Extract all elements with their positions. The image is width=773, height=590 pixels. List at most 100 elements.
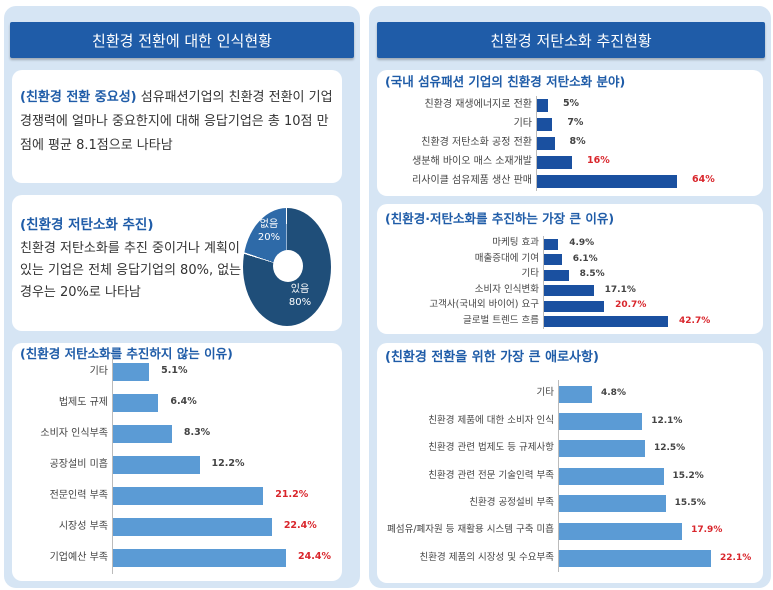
bar-label: 기타	[513, 118, 532, 129]
chart-axis	[543, 236, 544, 330]
bar-label: 공장설비 미흡	[49, 459, 108, 470]
bar-value: 22.1%	[720, 552, 752, 563]
bar-label: 리사이클 섬유제품 생산 판매	[412, 175, 532, 186]
fields-title: (국내 섬유패션 기업의 친환경 저탄소화 분야)	[385, 74, 626, 89]
bar-value: 24.4%	[298, 551, 331, 562]
lowcarbon-text: 친환경 저탄소화를 추진 중이거나 계획이 있는 기업은 전체 응답기업의 80…	[20, 241, 242, 300]
chart-axis	[112, 356, 113, 574]
bar-value: 15.2%	[672, 470, 704, 481]
bar-label: 소비자 인식부족	[40, 428, 108, 439]
donut-label-yes: 있음 80%	[285, 283, 315, 309]
bar	[113, 363, 150, 381]
bar	[544, 300, 605, 312]
difficulties-card	[377, 343, 763, 583]
bar-label: 글로벌 트렌드 흐름	[463, 314, 539, 326]
bar	[113, 549, 286, 567]
bar-label: 친환경 관련 전문 기술인력 부족	[428, 469, 554, 481]
bar-value: 8.5%	[579, 269, 605, 280]
bar	[113, 456, 200, 474]
bar	[559, 385, 592, 403]
donut-label-no: 없음 20%	[254, 218, 284, 244]
bar-value: 4.8%	[601, 388, 626, 399]
bar-label: 폐섬유/폐자원 등 재활용 시스템 구축 미흡	[387, 524, 554, 536]
bar-value: 4.9%	[569, 238, 595, 249]
bar-label: 전문인력 부족	[49, 490, 108, 501]
bar-label: 기타	[521, 268, 539, 280]
bar-label: 매출증대에 기여	[474, 252, 539, 264]
bar-label: 기업예산 부족	[49, 552, 108, 563]
bar-label: 법제도 규제	[58, 397, 108, 408]
bar	[537, 136, 555, 150]
importance-text: (친환경 전환 중요성) 섬유패션기업의 친환경 전환이 기업경쟁력에 얼마나 …	[20, 86, 340, 158]
bar-label: 친환경 저탄소화 공정 전환	[421, 137, 532, 148]
bar-value: 12.2%	[211, 458, 245, 469]
donut-hole	[273, 250, 303, 282]
bar-value: 17.9%	[691, 525, 723, 536]
bar	[537, 174, 677, 188]
bar	[537, 98, 548, 112]
bar-value: 7%	[567, 117, 584, 128]
bar-value: 5.1%	[161, 365, 188, 376]
bar-label: 친환경 재생에너지로 전환	[424, 99, 532, 110]
bar-label: 마케팅 효과	[492, 237, 539, 249]
bar	[537, 117, 553, 131]
bar-value: 6.1%	[572, 253, 598, 264]
bar	[559, 522, 683, 540]
donut-yes-label: 있음	[290, 284, 310, 295]
bar	[559, 412, 643, 430]
bar	[559, 495, 666, 513]
chart-axis	[558, 380, 559, 573]
bar-value: 64%	[692, 174, 715, 185]
reasons-card	[377, 204, 763, 334]
bar	[544, 254, 562, 265]
bar	[559, 440, 645, 458]
bar-value: 12.5%	[653, 443, 686, 454]
bar-value: 8.3%	[183, 427, 211, 438]
bar-label: 친환경 제품의 시장성 및 수요부족	[419, 551, 554, 563]
bar-value: 15.5%	[674, 497, 706, 508]
bar	[113, 425, 172, 443]
bar-value: 20.7%	[615, 300, 647, 311]
difficulties-title: (친환경 전환을 위한 가장 큰 애로사항)	[385, 350, 599, 365]
bar	[544, 316, 668, 327]
importance-title: (친환경 전환 중요성)	[20, 90, 137, 105]
bar-value: 16%	[587, 155, 610, 166]
bar	[113, 518, 272, 536]
bar	[537, 155, 572, 169]
bar-label: 친환경 공정설비 부족	[469, 496, 554, 508]
importance-card	[12, 70, 342, 183]
bar-value: 8%	[569, 136, 586, 147]
bar-value: 17.1%	[604, 284, 636, 295]
bar	[559, 467, 664, 485]
lowcarbon-title: (친환경 저탄소화 추진)	[20, 217, 154, 233]
bar-value: 5%	[562, 98, 580, 109]
donut-yes-value: 80%	[288, 297, 312, 308]
bar-value: 42.7%	[679, 315, 711, 326]
bar-label: 친환경 제품에 대한 소비자 인식	[428, 414, 554, 426]
chart-axis	[536, 95, 537, 191]
bar-label: 기타	[89, 366, 108, 377]
bar	[113, 394, 159, 412]
bar	[544, 285, 594, 296]
donut-no-label: 없음	[259, 219, 279, 230]
bar-label: 소비자 인식변화	[474, 283, 539, 295]
not-reasons-title: (친환경 저탄소화를 추진하지 않는 이유)	[20, 346, 233, 361]
bar-label: 시장성 부족	[58, 521, 108, 532]
bar-label: 고객사(국내외 바이어) 요구	[429, 299, 539, 311]
bar-value: 12.1%	[651, 415, 683, 426]
importance-body: 섬유패션기업의 친환경 전환이 기업경쟁력에 얼마나 중요한지에 대해 응답기업…	[20, 90, 333, 153]
left-header: 친환경 전환에 대한 인식현황	[10, 22, 354, 58]
bar	[544, 238, 559, 250]
right-header: 친환경 저탄소화 추진현황	[377, 22, 765, 58]
bar	[113, 487, 264, 505]
bar-value: 22.4%	[283, 520, 317, 531]
bar-value: 21.2%	[275, 489, 309, 500]
bar	[544, 269, 569, 281]
bar-value: 6.4%	[170, 396, 197, 407]
reasons-title: (친환경·저탄소화를 추진하는 가장 큰 이유)	[385, 211, 615, 226]
bar-label: 생분해 바이오 매스 소재개발	[412, 156, 532, 167]
bar-label: 기타	[536, 387, 554, 399]
bar	[559, 549, 711, 567]
donut-no-value: 20%	[257, 232, 281, 243]
bar-label: 친환경 관련 법제도 등 규제사항	[428, 442, 554, 454]
